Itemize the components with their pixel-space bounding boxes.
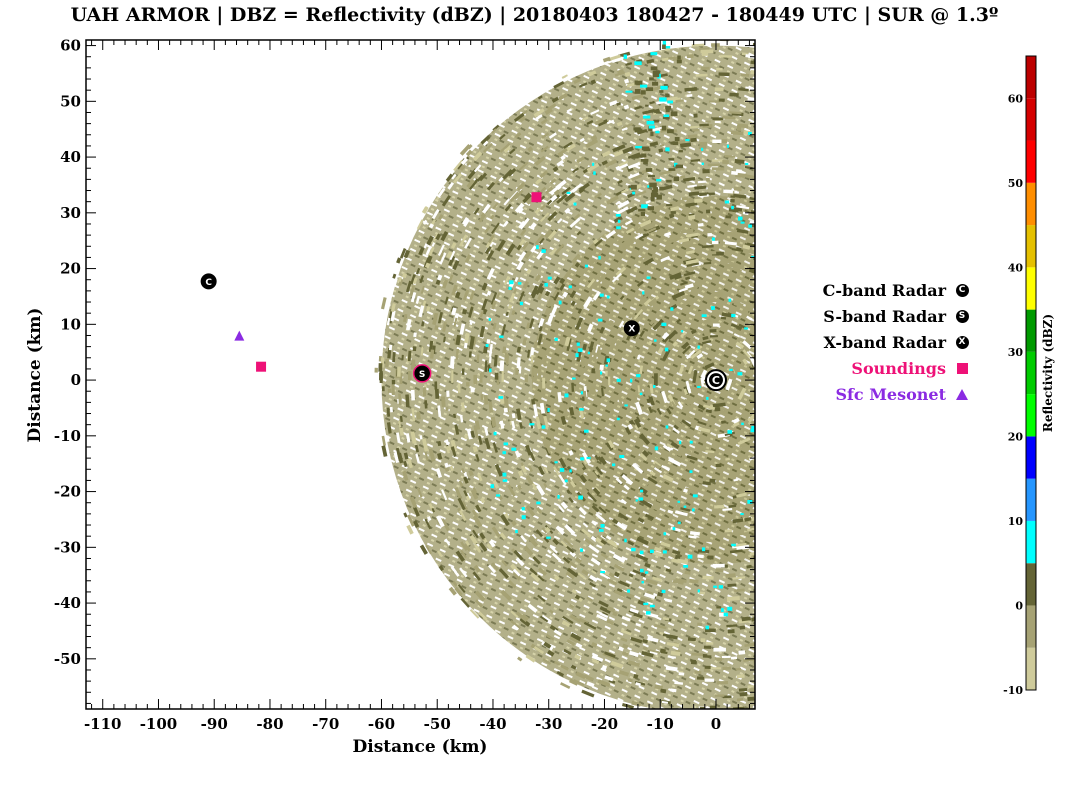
colorbar-tick-label: 50 bbox=[1008, 177, 1024, 190]
legend-marker-icon bbox=[954, 386, 970, 402]
x-tick-label: 0 bbox=[711, 715, 721, 733]
y-tick-label: -20 bbox=[54, 483, 81, 501]
colorbar-tick-label: 10 bbox=[1008, 515, 1024, 528]
chart-title: UAH ARMOR | DBZ = Reflectivity (dBZ) | 2… bbox=[70, 4, 999, 26]
y-tick-label: -30 bbox=[54, 538, 81, 556]
y-tick-label: 30 bbox=[60, 204, 81, 222]
colorbar-swatch bbox=[1026, 140, 1036, 183]
x-tick-label: -50 bbox=[424, 715, 451, 733]
x-tick-label: -60 bbox=[368, 715, 395, 733]
x-tick-label: -40 bbox=[479, 715, 506, 733]
colorbar-swatch bbox=[1026, 478, 1036, 521]
legend-label: C-band Radar bbox=[822, 280, 946, 300]
colorbar-tick-label: 0 bbox=[1015, 599, 1023, 612]
y-tick-label: -50 bbox=[54, 650, 81, 668]
colorbar-swatch bbox=[1026, 351, 1036, 395]
legend-item: X-band Radar X bbox=[780, 329, 970, 355]
colorbar-swatch bbox=[1026, 56, 1036, 99]
legend-label: Soundings bbox=[851, 358, 946, 378]
x-tick-label: -80 bbox=[256, 715, 283, 733]
reflectivity-echo bbox=[374, 40, 755, 709]
legend-label: S-band Radar bbox=[823, 306, 946, 326]
x-tick-label: -110 bbox=[84, 715, 122, 733]
legend-item: C-band Radar C bbox=[780, 277, 970, 303]
x-tick-label: -10 bbox=[647, 715, 674, 733]
svg-text:S: S bbox=[419, 370, 425, 380]
y-tick-label: -40 bbox=[54, 594, 81, 612]
legend-item: Sfc Mesonet bbox=[780, 381, 970, 407]
x-tick-label: -90 bbox=[201, 715, 228, 733]
site-markers: C C S X bbox=[200, 192, 727, 392]
colorbar-swatch bbox=[1026, 605, 1036, 648]
y-tick-label: 60 bbox=[60, 37, 81, 55]
svg-text:C: C bbox=[205, 278, 212, 288]
svg-text:C: C bbox=[712, 374, 720, 387]
x-tick-label: -30 bbox=[535, 715, 562, 733]
y-tick-label: 40 bbox=[60, 148, 81, 166]
radar-plot: -110 -100 -90 -80 -70 -60 -50 -40 -30 -20 -10 0-50-… bbox=[25, 37, 756, 757]
colorbar-frame bbox=[1025, 55, 1037, 691]
soundings-marker bbox=[256, 361, 267, 372]
colorbar-swatch bbox=[1026, 98, 1036, 141]
y-tick-label: 10 bbox=[60, 315, 81, 333]
colorbar-swatch bbox=[1026, 182, 1036, 226]
x-band-radar-marker: X bbox=[623, 320, 640, 337]
x-axis-label: Distance (km) bbox=[353, 737, 488, 757]
colorbar-swatch bbox=[1026, 267, 1036, 310]
legend-marker-icon: S bbox=[954, 308, 970, 324]
colorbar-swatch bbox=[1026, 647, 1036, 690]
legend-item: Soundings bbox=[780, 355, 970, 381]
colorbar-tick-label: 40 bbox=[1008, 261, 1024, 274]
colorbar-tick-label: 30 bbox=[1008, 346, 1024, 359]
y-tick-label: 0 bbox=[71, 371, 81, 389]
colorbar: -10 0 10 20 30 40 50 60 Reflectivity (dBZ) bbox=[1003, 55, 1055, 697]
colorbar-swatch bbox=[1026, 563, 1036, 606]
colorbar-label: Reflectivity (dBZ) bbox=[1041, 314, 1055, 432]
colorbar-swatch bbox=[1026, 394, 1036, 437]
colorbar-swatches: -10 0 10 20 30 40 50 60 bbox=[1003, 55, 1037, 697]
legend-marker-icon bbox=[954, 360, 970, 376]
colorbar-swatch bbox=[1026, 520, 1036, 564]
x-tick-label: -20 bbox=[591, 715, 618, 733]
soundings-marker bbox=[531, 192, 542, 203]
colorbar-swatch bbox=[1026, 309, 1036, 352]
colorbar-swatch bbox=[1026, 225, 1036, 268]
colorbar-tick-label: -10 bbox=[1003, 684, 1023, 697]
legend-label: Sfc Mesonet bbox=[835, 384, 946, 404]
legend-marker-icon: X bbox=[954, 334, 970, 350]
s-band-radar-marker: S bbox=[412, 364, 432, 383]
c-band-radar-marker: C bbox=[200, 273, 217, 290]
x-tick-label: -100 bbox=[140, 715, 178, 733]
legend-item: S-band Radar S bbox=[780, 303, 970, 329]
plot-frame bbox=[85, 39, 756, 710]
c-band-radar-marker: C bbox=[704, 369, 727, 392]
svg-text:X: X bbox=[628, 325, 635, 335]
legend: C-band Radar C S-band Radar S X-band Radar X S… bbox=[780, 277, 970, 407]
y-tick-label: -10 bbox=[54, 427, 81, 445]
legend-label: X-band Radar bbox=[823, 332, 946, 352]
plot-axes: -110 -100 -90 -80 -70 -60 -50 -40 -30 -20 -10 0-50-… bbox=[54, 37, 756, 733]
colorbar-swatch bbox=[1026, 436, 1036, 479]
colorbar-tick-label: 60 bbox=[1008, 92, 1024, 105]
sfc-mesonet-marker bbox=[234, 330, 245, 341]
y-axis-label: Distance (km) bbox=[25, 308, 45, 443]
legend-marker-icon: C bbox=[954, 282, 970, 298]
y-tick-label: 20 bbox=[60, 260, 81, 278]
colorbar-tick-label: 20 bbox=[1008, 430, 1024, 443]
y-tick-label: 50 bbox=[60, 92, 81, 110]
x-tick-label: -70 bbox=[312, 715, 339, 733]
